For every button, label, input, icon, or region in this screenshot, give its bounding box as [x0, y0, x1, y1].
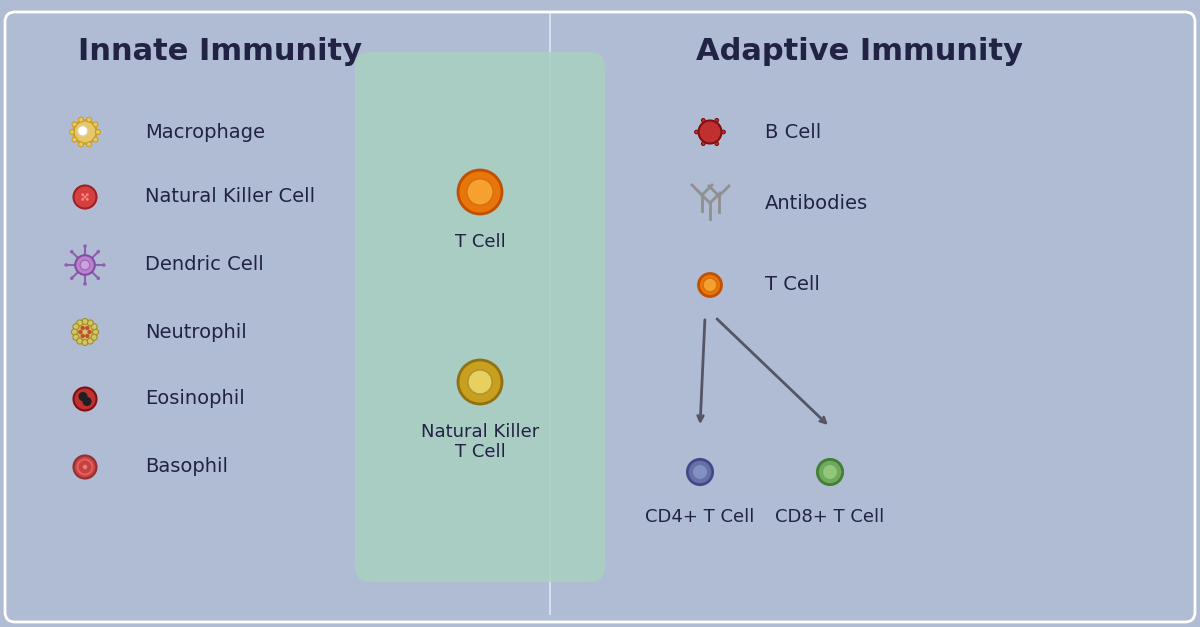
Circle shape	[85, 334, 90, 338]
Circle shape	[65, 263, 68, 267]
Circle shape	[86, 142, 91, 147]
Circle shape	[72, 137, 77, 142]
Circle shape	[80, 326, 85, 330]
Text: Natural Killer
T Cell: Natural Killer T Cell	[421, 423, 539, 461]
Circle shape	[458, 360, 502, 404]
Text: Antibodies: Antibodies	[766, 194, 868, 214]
Text: CD4+ T Cell: CD4+ T Cell	[646, 508, 755, 526]
Circle shape	[458, 170, 502, 214]
Circle shape	[83, 282, 86, 285]
Circle shape	[92, 329, 98, 335]
Circle shape	[83, 465, 88, 469]
Circle shape	[721, 130, 725, 134]
Circle shape	[468, 370, 492, 394]
Circle shape	[83, 245, 86, 248]
Circle shape	[698, 120, 721, 144]
Circle shape	[73, 334, 79, 340]
Text: Neutrophil: Neutrophil	[145, 322, 247, 342]
Circle shape	[80, 260, 90, 270]
Circle shape	[86, 117, 91, 122]
Circle shape	[73, 324, 79, 330]
Circle shape	[715, 119, 719, 122]
Circle shape	[694, 465, 707, 479]
Circle shape	[73, 455, 96, 478]
Circle shape	[88, 338, 94, 344]
Circle shape	[698, 273, 721, 297]
Text: Natural Killer Cell: Natural Killer Cell	[145, 187, 316, 206]
Circle shape	[77, 338, 83, 344]
Circle shape	[94, 137, 98, 142]
Circle shape	[86, 198, 89, 201]
FancyBboxPatch shape	[5, 12, 1195, 622]
Circle shape	[96, 130, 101, 135]
Circle shape	[73, 120, 96, 144]
Circle shape	[82, 319, 88, 325]
Circle shape	[77, 320, 83, 326]
Circle shape	[467, 179, 493, 205]
Circle shape	[78, 125, 88, 136]
Circle shape	[102, 263, 106, 267]
Circle shape	[817, 460, 842, 485]
Circle shape	[86, 193, 89, 196]
Circle shape	[83, 397, 91, 406]
Circle shape	[82, 193, 84, 196]
Text: Eosinophil: Eosinophil	[145, 389, 245, 409]
Circle shape	[688, 460, 713, 485]
Text: Macrophage: Macrophage	[145, 122, 265, 142]
Text: Dendric Cell: Dendric Cell	[145, 255, 264, 275]
Circle shape	[78, 142, 84, 147]
Circle shape	[94, 122, 98, 127]
Circle shape	[78, 330, 83, 334]
Circle shape	[73, 387, 96, 411]
Circle shape	[96, 277, 100, 280]
Circle shape	[70, 130, 74, 135]
Circle shape	[72, 329, 78, 335]
Circle shape	[78, 392, 88, 401]
Circle shape	[702, 142, 706, 145]
Circle shape	[823, 465, 836, 479]
Circle shape	[70, 277, 73, 280]
Circle shape	[88, 330, 92, 334]
Circle shape	[88, 320, 94, 326]
Circle shape	[91, 334, 97, 340]
Circle shape	[91, 324, 97, 330]
Circle shape	[82, 198, 84, 201]
Circle shape	[84, 196, 86, 199]
Circle shape	[76, 255, 95, 275]
Circle shape	[702, 119, 706, 122]
Circle shape	[73, 186, 96, 209]
Text: Innate Immunity: Innate Immunity	[78, 38, 362, 66]
Circle shape	[72, 122, 77, 127]
Text: B Cell: B Cell	[766, 122, 821, 142]
Circle shape	[85, 326, 90, 330]
Circle shape	[78, 117, 84, 122]
Text: Basophil: Basophil	[145, 458, 228, 477]
Text: T Cell: T Cell	[455, 233, 505, 251]
Circle shape	[80, 334, 85, 338]
Text: T Cell: T Cell	[766, 275, 820, 295]
Circle shape	[73, 320, 96, 344]
Circle shape	[82, 339, 88, 345]
Circle shape	[695, 130, 698, 134]
Circle shape	[96, 250, 100, 253]
Circle shape	[703, 278, 716, 292]
Text: Adaptive Immunity: Adaptive Immunity	[696, 38, 1024, 66]
Text: CD8+ T Cell: CD8+ T Cell	[775, 508, 884, 526]
Circle shape	[715, 142, 719, 145]
FancyBboxPatch shape	[355, 52, 605, 582]
Circle shape	[70, 250, 73, 253]
